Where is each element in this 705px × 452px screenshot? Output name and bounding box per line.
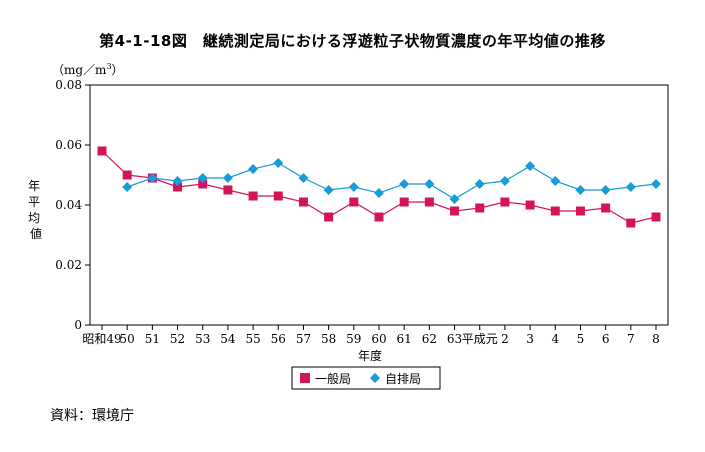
x-tick-label: 53 <box>195 332 210 346</box>
x-axis-title: 年度 <box>358 348 382 363</box>
y-axis-title-char-2: 平 <box>28 195 40 209</box>
x-tick-label: 54 <box>220 332 236 346</box>
data-point <box>173 182 183 192</box>
x-tick-label: 56 <box>271 332 286 346</box>
x-tick-label: 昭和49 <box>82 332 121 346</box>
y-tick-label: 0.06 <box>55 138 82 152</box>
x-tick-label: 60 <box>371 332 386 346</box>
data-point <box>374 188 384 198</box>
data-point <box>625 182 636 192</box>
x-tick-label: 3 <box>526 332 534 346</box>
data-point <box>172 176 183 186</box>
data-point <box>248 191 258 201</box>
data-point <box>600 185 611 195</box>
x-tick-label: 51 <box>145 332 160 346</box>
data-point <box>223 185 233 195</box>
x-tick-label: 6 <box>602 332 610 346</box>
data-point <box>122 182 133 192</box>
data-point <box>449 194 460 204</box>
legend: 一般局 自排局 <box>291 366 441 390</box>
series-line-2 <box>126 162 657 200</box>
data-point <box>298 173 309 183</box>
data-point <box>122 170 132 180</box>
data-point <box>525 161 536 171</box>
y-axis-title-char-4: 値 <box>30 226 42 241</box>
y-tick-label: 0.08 <box>55 78 82 92</box>
legend-label: 一般局 <box>315 371 351 386</box>
y-axis-title: 年 平 均 値 <box>28 179 44 241</box>
data-point <box>298 197 308 207</box>
x-tick-label: 55 <box>245 332 260 346</box>
data-point <box>197 173 208 183</box>
data-point <box>575 185 586 195</box>
data-point <box>550 206 560 216</box>
data-point <box>424 179 435 189</box>
series-layer <box>97 146 661 228</box>
data-point <box>97 146 107 156</box>
data-point <box>575 206 585 216</box>
data-point <box>525 200 535 210</box>
y-unit-label: （mg／m3） <box>52 62 124 77</box>
x-tick-label: 50 <box>120 332 135 346</box>
data-point <box>198 179 208 189</box>
y-axis-title-char-3: 均 <box>28 211 40 225</box>
data-point <box>651 212 661 222</box>
legend-box <box>291 366 441 390</box>
legend-marker-square <box>300 373 310 383</box>
data-point <box>651 179 661 189</box>
legend-label: 自排局 <box>385 372 421 386</box>
data-point <box>248 164 259 174</box>
y-tick-label: 0.02 <box>55 258 82 272</box>
x-tick-label: 平成元 <box>462 332 498 346</box>
x-tick-label: 61 <box>397 332 412 346</box>
data-point <box>601 203 611 213</box>
y-tick-label: 0.04 <box>55 198 82 212</box>
data-point <box>324 212 334 222</box>
data-point <box>399 197 409 207</box>
data-point <box>499 176 510 186</box>
data-point <box>550 176 561 186</box>
data-point <box>147 173 158 183</box>
x-tick-label: 57 <box>296 332 311 346</box>
x-tick-label: 4 <box>551 332 559 346</box>
data-point <box>474 179 485 189</box>
data-point <box>424 197 434 207</box>
data-point <box>273 191 283 201</box>
x-tick-label: 63 <box>447 332 462 346</box>
x-tick-label: 7 <box>627 332 635 346</box>
chart-title: 第4-1-18図 継続測定局における浮遊粒子状物質濃度の年平均値の推移 <box>99 32 606 50</box>
x-tick-label: 8 <box>652 332 660 346</box>
data-point <box>475 203 485 213</box>
data-point <box>348 182 359 192</box>
data-point <box>349 197 359 207</box>
y-axis-title-char-1: 年 <box>28 179 40 193</box>
data-point <box>273 158 284 168</box>
x-tick-label: 2 <box>501 332 509 346</box>
data-point <box>222 173 233 183</box>
legend-marker-diamond <box>370 373 380 383</box>
source-note: 資料：環境庁 <box>50 408 134 424</box>
data-point <box>323 185 334 195</box>
x-tick-label: 59 <box>346 332 361 346</box>
data-point <box>500 197 510 207</box>
y-axis: 0 0.02 0.04 0.06 0.08 <box>55 78 90 332</box>
data-point <box>626 218 636 228</box>
x-tick-label: 52 <box>170 332 185 346</box>
data-point <box>399 179 410 189</box>
data-point <box>374 212 384 222</box>
x-tick-label: 58 <box>321 332 336 346</box>
plot-area <box>89 84 669 326</box>
y-tick-label: 0 <box>74 318 82 332</box>
x-tick-label: 62 <box>422 332 437 346</box>
data-point <box>450 206 460 216</box>
x-tick-label: 5 <box>577 332 585 346</box>
